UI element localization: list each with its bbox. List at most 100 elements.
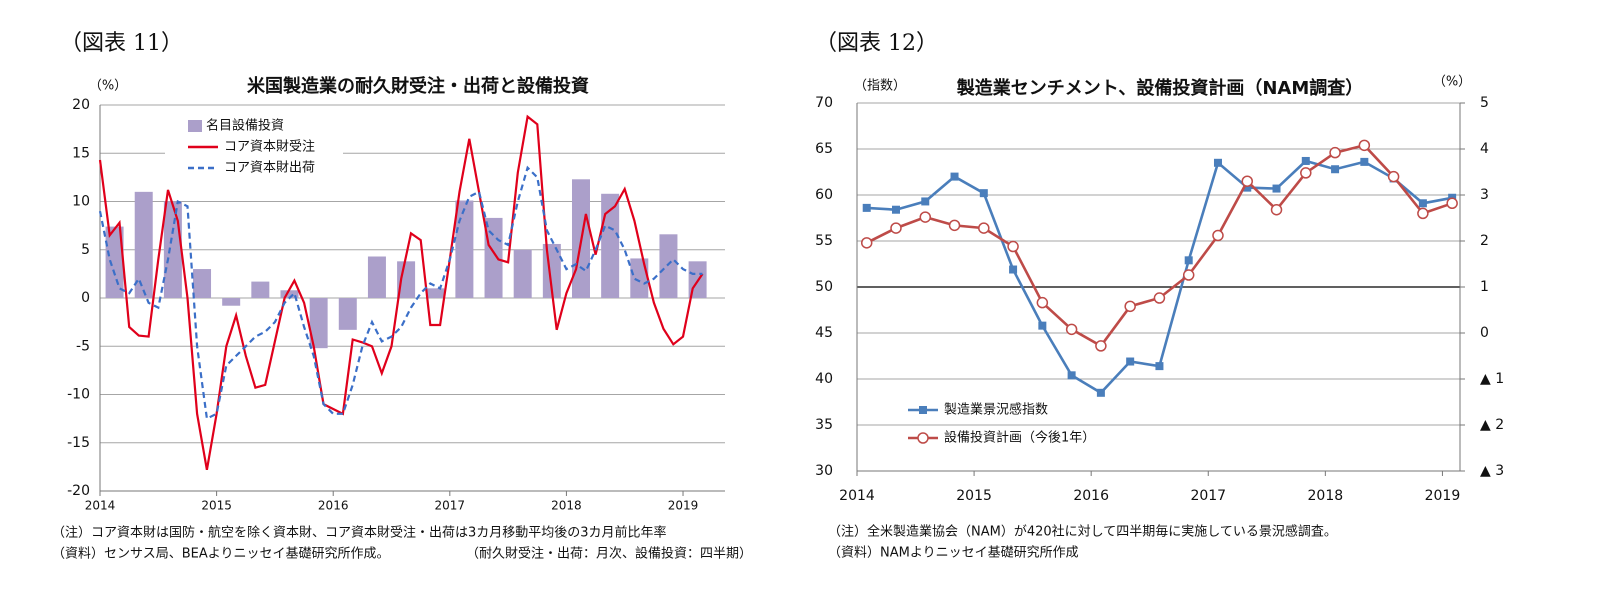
- y2-tick-label: 5: [1480, 95, 1489, 111]
- y-tick-label: 15: [72, 145, 90, 161]
- y-tick-label: 60: [815, 187, 833, 203]
- marker: [948, 219, 961, 232]
- marker: [1095, 340, 1107, 352]
- y-tick-label: 70: [815, 95, 833, 111]
- y-tick-label: -15: [67, 435, 90, 451]
- marker: [1124, 300, 1136, 313]
- x-tick-label: 2018: [1308, 488, 1344, 504]
- legend-swatch: [188, 120, 202, 132]
- marker: [950, 172, 959, 181]
- marker: [1417, 207, 1429, 220]
- legend-label: 名目設備投資: [206, 118, 284, 134]
- marker: [890, 222, 902, 234]
- y-tick-label: 55: [815, 233, 833, 249]
- marker: [1155, 362, 1164, 371]
- x-tick-label: 2019: [668, 499, 699, 513]
- bar: [659, 234, 678, 298]
- marker: [1096, 388, 1105, 397]
- y2-tick-label: ▲ 1: [1480, 371, 1504, 387]
- x-tick-label: 2016: [318, 499, 349, 513]
- legend-label: コア資本財出荷: [224, 161, 315, 176]
- marker: [1243, 183, 1252, 192]
- marker: [1446, 197, 1458, 210]
- chart-title: 米国製造業の耐久財受注・出荷と設備投資: [247, 75, 589, 97]
- bar: [222, 298, 241, 306]
- bar: [134, 191, 153, 298]
- series-line: [866, 159, 1453, 395]
- y-tick-label: 45: [815, 325, 833, 341]
- chart-title: 製造業センチメント、設備投資計画（NAM調査）: [956, 77, 1364, 99]
- y2-tick-label: ▲ 2: [1480, 417, 1504, 433]
- marker: [1126, 357, 1135, 366]
- marker: [1270, 203, 1283, 216]
- x-tick-label: 2014: [85, 499, 116, 513]
- marker: [1065, 323, 1078, 336]
- y-tick-label: 10: [72, 194, 90, 210]
- marker: [1036, 296, 1049, 309]
- marker: [891, 205, 900, 214]
- marker: [1184, 256, 1193, 265]
- y-tick-label: 40: [815, 371, 833, 387]
- bar: [484, 217, 503, 298]
- x-tick-label: 2016: [1073, 488, 1109, 504]
- y-tick-label: -5: [76, 338, 90, 354]
- legend-marker: [917, 432, 929, 444]
- marker: [1038, 321, 1047, 330]
- marker: [1360, 157, 1369, 166]
- bar: [513, 249, 532, 298]
- y2-tick-label: 4: [1480, 141, 1489, 157]
- bar: [455, 200, 474, 298]
- bar: [426, 288, 445, 298]
- marker: [1241, 175, 1254, 187]
- bar: [105, 226, 124, 298]
- y-tick-label: 65: [815, 141, 833, 157]
- x-tick-label: 2014: [839, 488, 875, 504]
- figure-label: （図表 12）: [815, 31, 938, 56]
- marker: [1300, 167, 1312, 179]
- bar: [251, 281, 270, 298]
- x-tick-label: 2015: [956, 488, 992, 504]
- y2-tick-label: 0: [1480, 325, 1489, 341]
- y-tick-label: 50: [815, 279, 833, 295]
- note: （注）コア資本財は国防・航空を除く資本財、コア資本財受注・出荷は3カ月移動平均後…: [52, 525, 667, 541]
- y-tick-label: 5: [81, 242, 90, 258]
- marker: [1067, 371, 1076, 380]
- y-tick-label: -20: [67, 483, 90, 499]
- marker: [1358, 139, 1371, 152]
- y-axis-label: （%）: [89, 79, 127, 94]
- marker: [921, 197, 930, 206]
- marker: [1418, 199, 1427, 208]
- bar: [193, 269, 212, 298]
- marker: [862, 203, 871, 212]
- marker: [1009, 265, 1018, 274]
- marker: [979, 189, 988, 198]
- y2-tick-label: ▲ 3: [1480, 463, 1504, 479]
- legend-label: 設備投資計画（今後1年）: [944, 430, 1095, 446]
- marker: [919, 211, 932, 223]
- x-tick-label: 2017: [435, 499, 466, 513]
- legend-label: 製造業景況感指数: [944, 402, 1048, 418]
- x-tick-label: 2018: [551, 499, 582, 513]
- figure-label: （図表 11）: [60, 31, 183, 56]
- marker: [1301, 156, 1310, 165]
- marker: [1182, 269, 1195, 281]
- marker: [978, 222, 990, 234]
- y2-tick-label: 1: [1480, 279, 1489, 295]
- y2-tick-label: 3: [1480, 187, 1489, 203]
- marker: [1331, 165, 1340, 174]
- x-tick-label: 2019: [1425, 488, 1461, 504]
- bar: [630, 258, 649, 298]
- chart: （図表 11） 米国製造業の耐久財受注・出荷と設備投資 （%） -20 -15 -10 -5…: [52, 31, 752, 562]
- y-tick-label: 35: [815, 417, 833, 433]
- series-line: [98, 114, 704, 470]
- marker: [1272, 184, 1281, 193]
- legend-marker: [919, 406, 927, 414]
- legend-label: コア資本財受注: [224, 140, 315, 155]
- bar: [601, 193, 620, 298]
- bar: [397, 261, 416, 298]
- marker: [1213, 158, 1222, 167]
- y-tick-label: 20: [72, 97, 90, 113]
- chart: （図表 12）製造業センチメント、設備投資計画（NAM調査）（指数） （%）303…: [815, 31, 1504, 561]
- marker: [860, 237, 873, 249]
- x-tick-label: 2017: [1190, 488, 1226, 504]
